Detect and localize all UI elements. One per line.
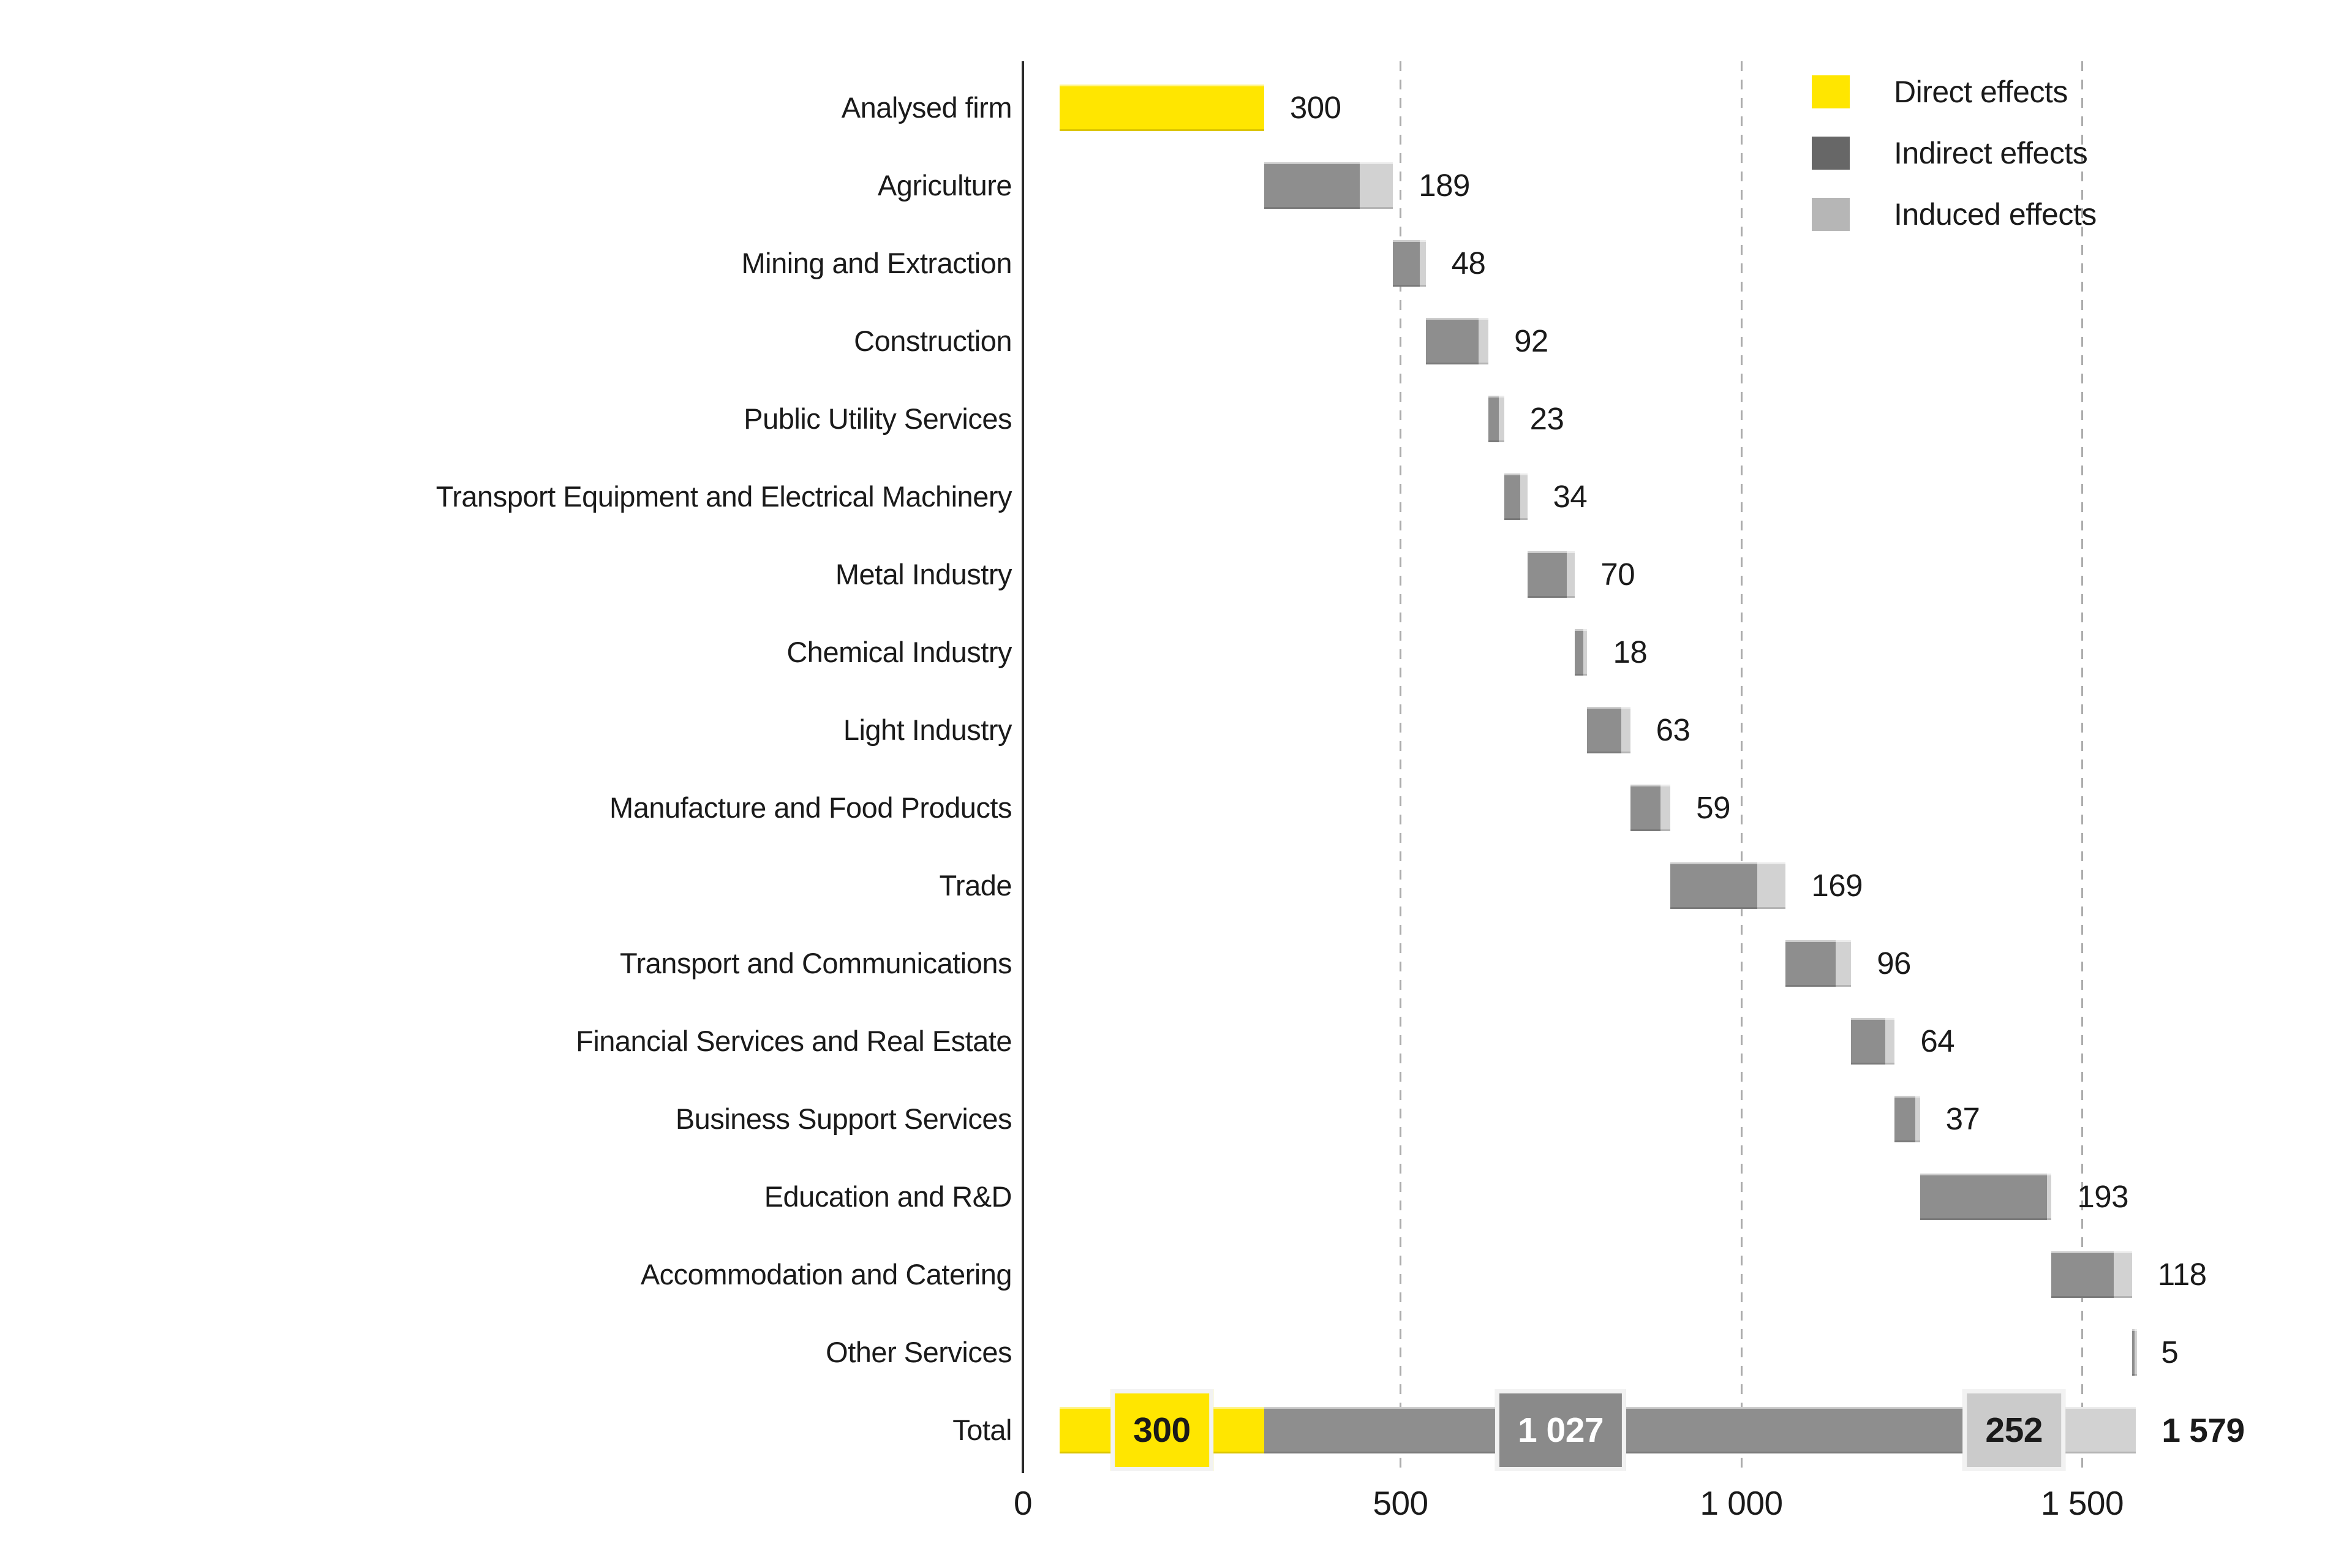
value-label: 37 (1945, 1101, 1980, 1136)
bar-segment-induced (1498, 396, 1504, 442)
bar-segment-indirect (1425, 318, 1479, 364)
bar-segment-induced (1660, 785, 1671, 831)
category-label: Business Support Services (675, 1102, 1012, 1135)
gridline-500 (1400, 61, 1401, 1473)
gridline-1500 (2081, 61, 2083, 1473)
bar-segment-indirect (1785, 940, 1836, 987)
category-label: Agriculture (877, 169, 1012, 202)
gridline-1000 (1740, 61, 1743, 1473)
bar-segment-induced (1885, 1018, 1895, 1065)
bar-segment-indirect (1264, 162, 1360, 209)
value-label: 96 (1877, 946, 1911, 981)
legend-swatch-1 (1812, 137, 1850, 170)
total-indirect-label-box: 1 027 (1494, 1389, 1627, 1471)
bar-segment-induced (1757, 862, 1786, 909)
value-label: 18 (1613, 635, 1648, 669)
bar-segment-induced (2046, 1174, 2052, 1220)
category-label: Metal Industry (835, 558, 1012, 590)
bar-segment-indirect (1630, 785, 1660, 831)
total-induced-label-box: 252 (1962, 1389, 2065, 1471)
bar-segment-indirect (2132, 1329, 2135, 1376)
bar-segment-indirect (1393, 240, 1420, 287)
value-label: 118 (2157, 1257, 2207, 1292)
x-tick-1000: 1 000 (1700, 1484, 1783, 1522)
value-label: 193 (2077, 1179, 2128, 1214)
value-label: 64 (1920, 1023, 1955, 1058)
bar-segment-direct (1060, 85, 1264, 131)
bar-segment-induced (1520, 473, 1528, 520)
category-label: Light Industry (843, 714, 1012, 746)
bar-segment-indirect (2051, 1251, 2114, 1298)
bar-segment-induced (1479, 318, 1489, 364)
value-label: 59 (1696, 790, 1730, 825)
category-label: Mining and Extraction (741, 247, 1012, 279)
bar-segment-indirect (1575, 629, 1583, 676)
category-label: Accommodation and Catering (640, 1258, 1012, 1291)
bar-segment-indirect (1670, 862, 1757, 909)
legend-swatch-0 (1812, 75, 1850, 108)
category-label: Total (952, 1414, 1012, 1446)
bar-segment-indirect (1488, 396, 1499, 442)
value-label: 63 (1656, 712, 1691, 747)
bar-segment-induced (1915, 1096, 1920, 1142)
value-label: 48 (1451, 246, 1486, 281)
category-label: Education and R&D (764, 1180, 1012, 1213)
bar-segment-induced (1567, 551, 1575, 598)
value-label: 34 (1553, 479, 1588, 514)
legend-label-2: Induced effects (1894, 197, 2097, 232)
value-label: 92 (1514, 323, 1548, 358)
bar-segment-indirect (1851, 1018, 1885, 1065)
category-label: Construction (854, 325, 1012, 357)
bar-segment-indirect (1587, 707, 1622, 753)
category-label: Other Services (826, 1336, 1012, 1368)
value-label: 23 (1529, 401, 1564, 436)
x-tick-500: 500 (1373, 1484, 1428, 1522)
value-label: 70 (1600, 557, 1635, 592)
category-label: Public Utility Services (744, 402, 1012, 435)
x-tick-0: 0 (1013, 1484, 1033, 1522)
value-label: 300 (1289, 90, 1341, 125)
category-label: Analysed firm (841, 91, 1012, 124)
bar-segment-induced (2113, 1251, 2132, 1298)
bar-segment-indirect (1527, 551, 1567, 598)
value-label: 169 (1811, 868, 1863, 903)
value-label: 1 579 (2162, 1411, 2245, 1449)
bar-segment-induced (1621, 707, 1630, 753)
legend-label-1: Indirect effects (1894, 136, 2088, 170)
bar-segment-induced (1359, 162, 1393, 209)
category-label: Transport Equipment and Electrical Machi… (435, 480, 1012, 513)
category-label: Chemical Industry (786, 636, 1012, 668)
value-label: 5 (2161, 1335, 2179, 1370)
legend-label-0: Direct effects (1894, 75, 2068, 109)
category-label: Transport and Communications (620, 947, 1012, 979)
x-tick-1500: 1 500 (2040, 1484, 2124, 1522)
bar-segment-induced (1835, 940, 1852, 987)
bar-segment-indirect (1894, 1096, 1915, 1142)
category-label: Trade (939, 869, 1012, 902)
bar-segment-indirect (1920, 1174, 2047, 1220)
value-label: 189 (1419, 168, 1470, 203)
total-direct-label-box: 300 (1110, 1389, 1213, 1471)
bar-segment-induced (2135, 1329, 2138, 1376)
bar-segment-induced (1583, 629, 1588, 676)
bar-segment-induced (1419, 240, 1426, 287)
bar-segment-indirect (1504, 473, 1521, 520)
category-label: Financial Services and Real Estate (576, 1025, 1012, 1057)
category-label: Manufacture and Food Products (609, 791, 1012, 824)
y-axis-line (1022, 61, 1024, 1473)
legend-swatch-2 (1812, 198, 1850, 231)
